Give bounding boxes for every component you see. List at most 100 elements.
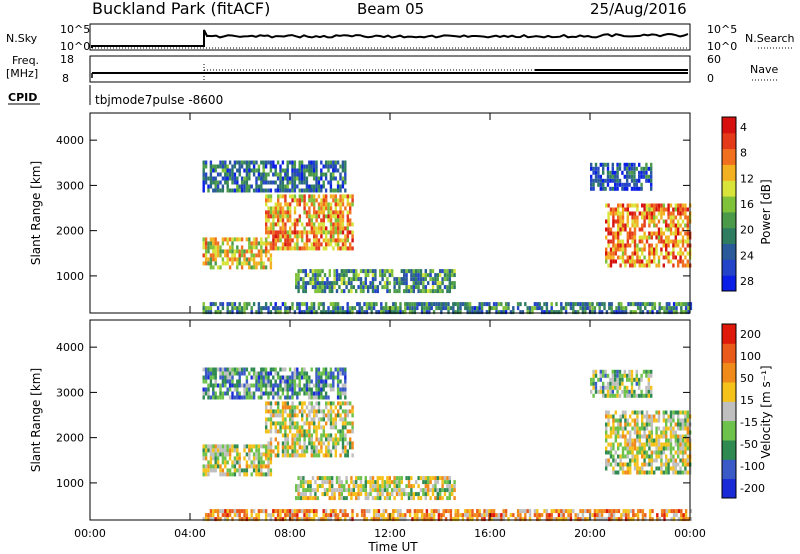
heatmap-cell [219, 375, 222, 380]
heatmap-cell [611, 162, 614, 167]
heatmap-cell [651, 509, 654, 514]
heatmap-cell [655, 215, 658, 220]
heatmap-cell [281, 509, 285, 514]
heatmap-cell [315, 409, 318, 414]
heatmap-cell [679, 203, 682, 208]
heatmap-cell [550, 302, 553, 307]
heatmap-cell [452, 517, 455, 522]
heatmap-cell [376, 496, 379, 501]
heatmap-cell [299, 277, 303, 282]
heatmap-cell [638, 426, 641, 431]
heatmap-cell [286, 230, 289, 235]
heatmap-cell [448, 277, 451, 282]
heatmap-cell [325, 202, 328, 207]
heatmap-cell [362, 281, 365, 286]
heatmap-cell [264, 188, 268, 193]
heatmap-cell [590, 377, 593, 382]
heatmap-cell [276, 391, 280, 396]
heatmap-cell [317, 437, 321, 442]
heatmap-cell [626, 470, 629, 475]
heatmap-cell [329, 449, 333, 454]
heatmap-cell [448, 269, 451, 274]
heatmap-cell [357, 484, 360, 489]
heatmap-cell [293, 433, 297, 438]
heatmap-cell [250, 391, 253, 396]
heatmap-cell [219, 245, 222, 250]
heatmap-cell [262, 172, 265, 177]
heatmap-cell [667, 211, 670, 216]
heatmap-cell [576, 302, 580, 307]
heatmap-cell [379, 492, 382, 497]
heatmap-cell [434, 281, 437, 286]
heatmap-cell [284, 168, 287, 173]
heatmap-cell [681, 422, 685, 427]
heatmap-cell [607, 219, 610, 224]
heatmap-cell [245, 237, 249, 242]
heatmap-cell [490, 306, 493, 311]
heatmap-cell [308, 238, 311, 243]
heatmap-cell [636, 247, 639, 252]
heatmap-cell [337, 218, 340, 223]
heatmap-cell [512, 310, 515, 315]
heatmap-cell [331, 484, 334, 489]
heatmap-cell [672, 306, 676, 311]
heatmap-cell [677, 211, 680, 216]
heatmap-cell [257, 452, 261, 457]
heatmap-cell [528, 509, 532, 514]
heatmap-cell [360, 306, 364, 311]
nsky-tick-bottom: 10^0 [60, 40, 90, 53]
heatmap-cell [483, 517, 486, 522]
heatmap-cell [304, 285, 307, 290]
time-axis: 00:00 04:00 08:00 12:00 16:00 20:00 00:00 [74, 113, 706, 540]
heatmap-cell [367, 269, 370, 274]
heatmap-cell [214, 245, 217, 250]
heatmap-cell [400, 277, 403, 282]
heatmap-cell [597, 178, 600, 183]
heatmap-cell [623, 166, 626, 171]
heatmap-cell [355, 277, 358, 282]
heatmap-cell [404, 310, 407, 315]
heatmap-cell [209, 395, 213, 400]
heatmap-cell [605, 517, 609, 522]
heatmap-cell [648, 414, 651, 419]
heatmap-cell [298, 387, 301, 392]
heatmap-cell [255, 180, 258, 185]
heatmap-cell [296, 184, 299, 189]
heatmap-cell [427, 488, 430, 493]
heatmap-cell [328, 480, 331, 485]
heatmap-cell [296, 242, 299, 247]
heatmap-cell [303, 509, 306, 514]
heatmap-cell [607, 442, 610, 447]
heatmap-cell [248, 517, 251, 522]
heatmap-cell [627, 517, 630, 522]
heatmap-cell [298, 383, 301, 388]
heatmap-cell [604, 369, 607, 374]
heatmap-cell [245, 367, 249, 372]
heatmap-cell [605, 446, 608, 451]
heatmap-cell [370, 306, 373, 311]
heatmap-cell [434, 476, 437, 481]
heatmap-cell [641, 203, 644, 208]
heatmap-cell [334, 214, 337, 219]
heatmap-cell [257, 241, 261, 246]
heatmap-cell [332, 230, 335, 235]
heatmap-cell [286, 383, 289, 388]
heatmap-cell [337, 437, 340, 442]
heatmap-cell [603, 302, 606, 307]
heatmap-cell [301, 234, 304, 239]
heatmap-cell [507, 306, 510, 311]
heatmap-cell [351, 409, 354, 414]
heatmap-cell [255, 513, 258, 518]
heatmap-cell [448, 488, 451, 493]
heatmap-cell [584, 310, 587, 315]
heatmap-cell [668, 306, 671, 311]
heatmap-cell [384, 306, 388, 311]
heatmap-cell [604, 385, 607, 390]
heatmap-cell [204, 306, 208, 311]
heatmap-cell [657, 446, 661, 451]
heatmap-cell [301, 453, 304, 458]
heatmap-cell [430, 509, 433, 514]
heatmap-cell [416, 513, 419, 518]
heatmap-cell [629, 235, 632, 240]
